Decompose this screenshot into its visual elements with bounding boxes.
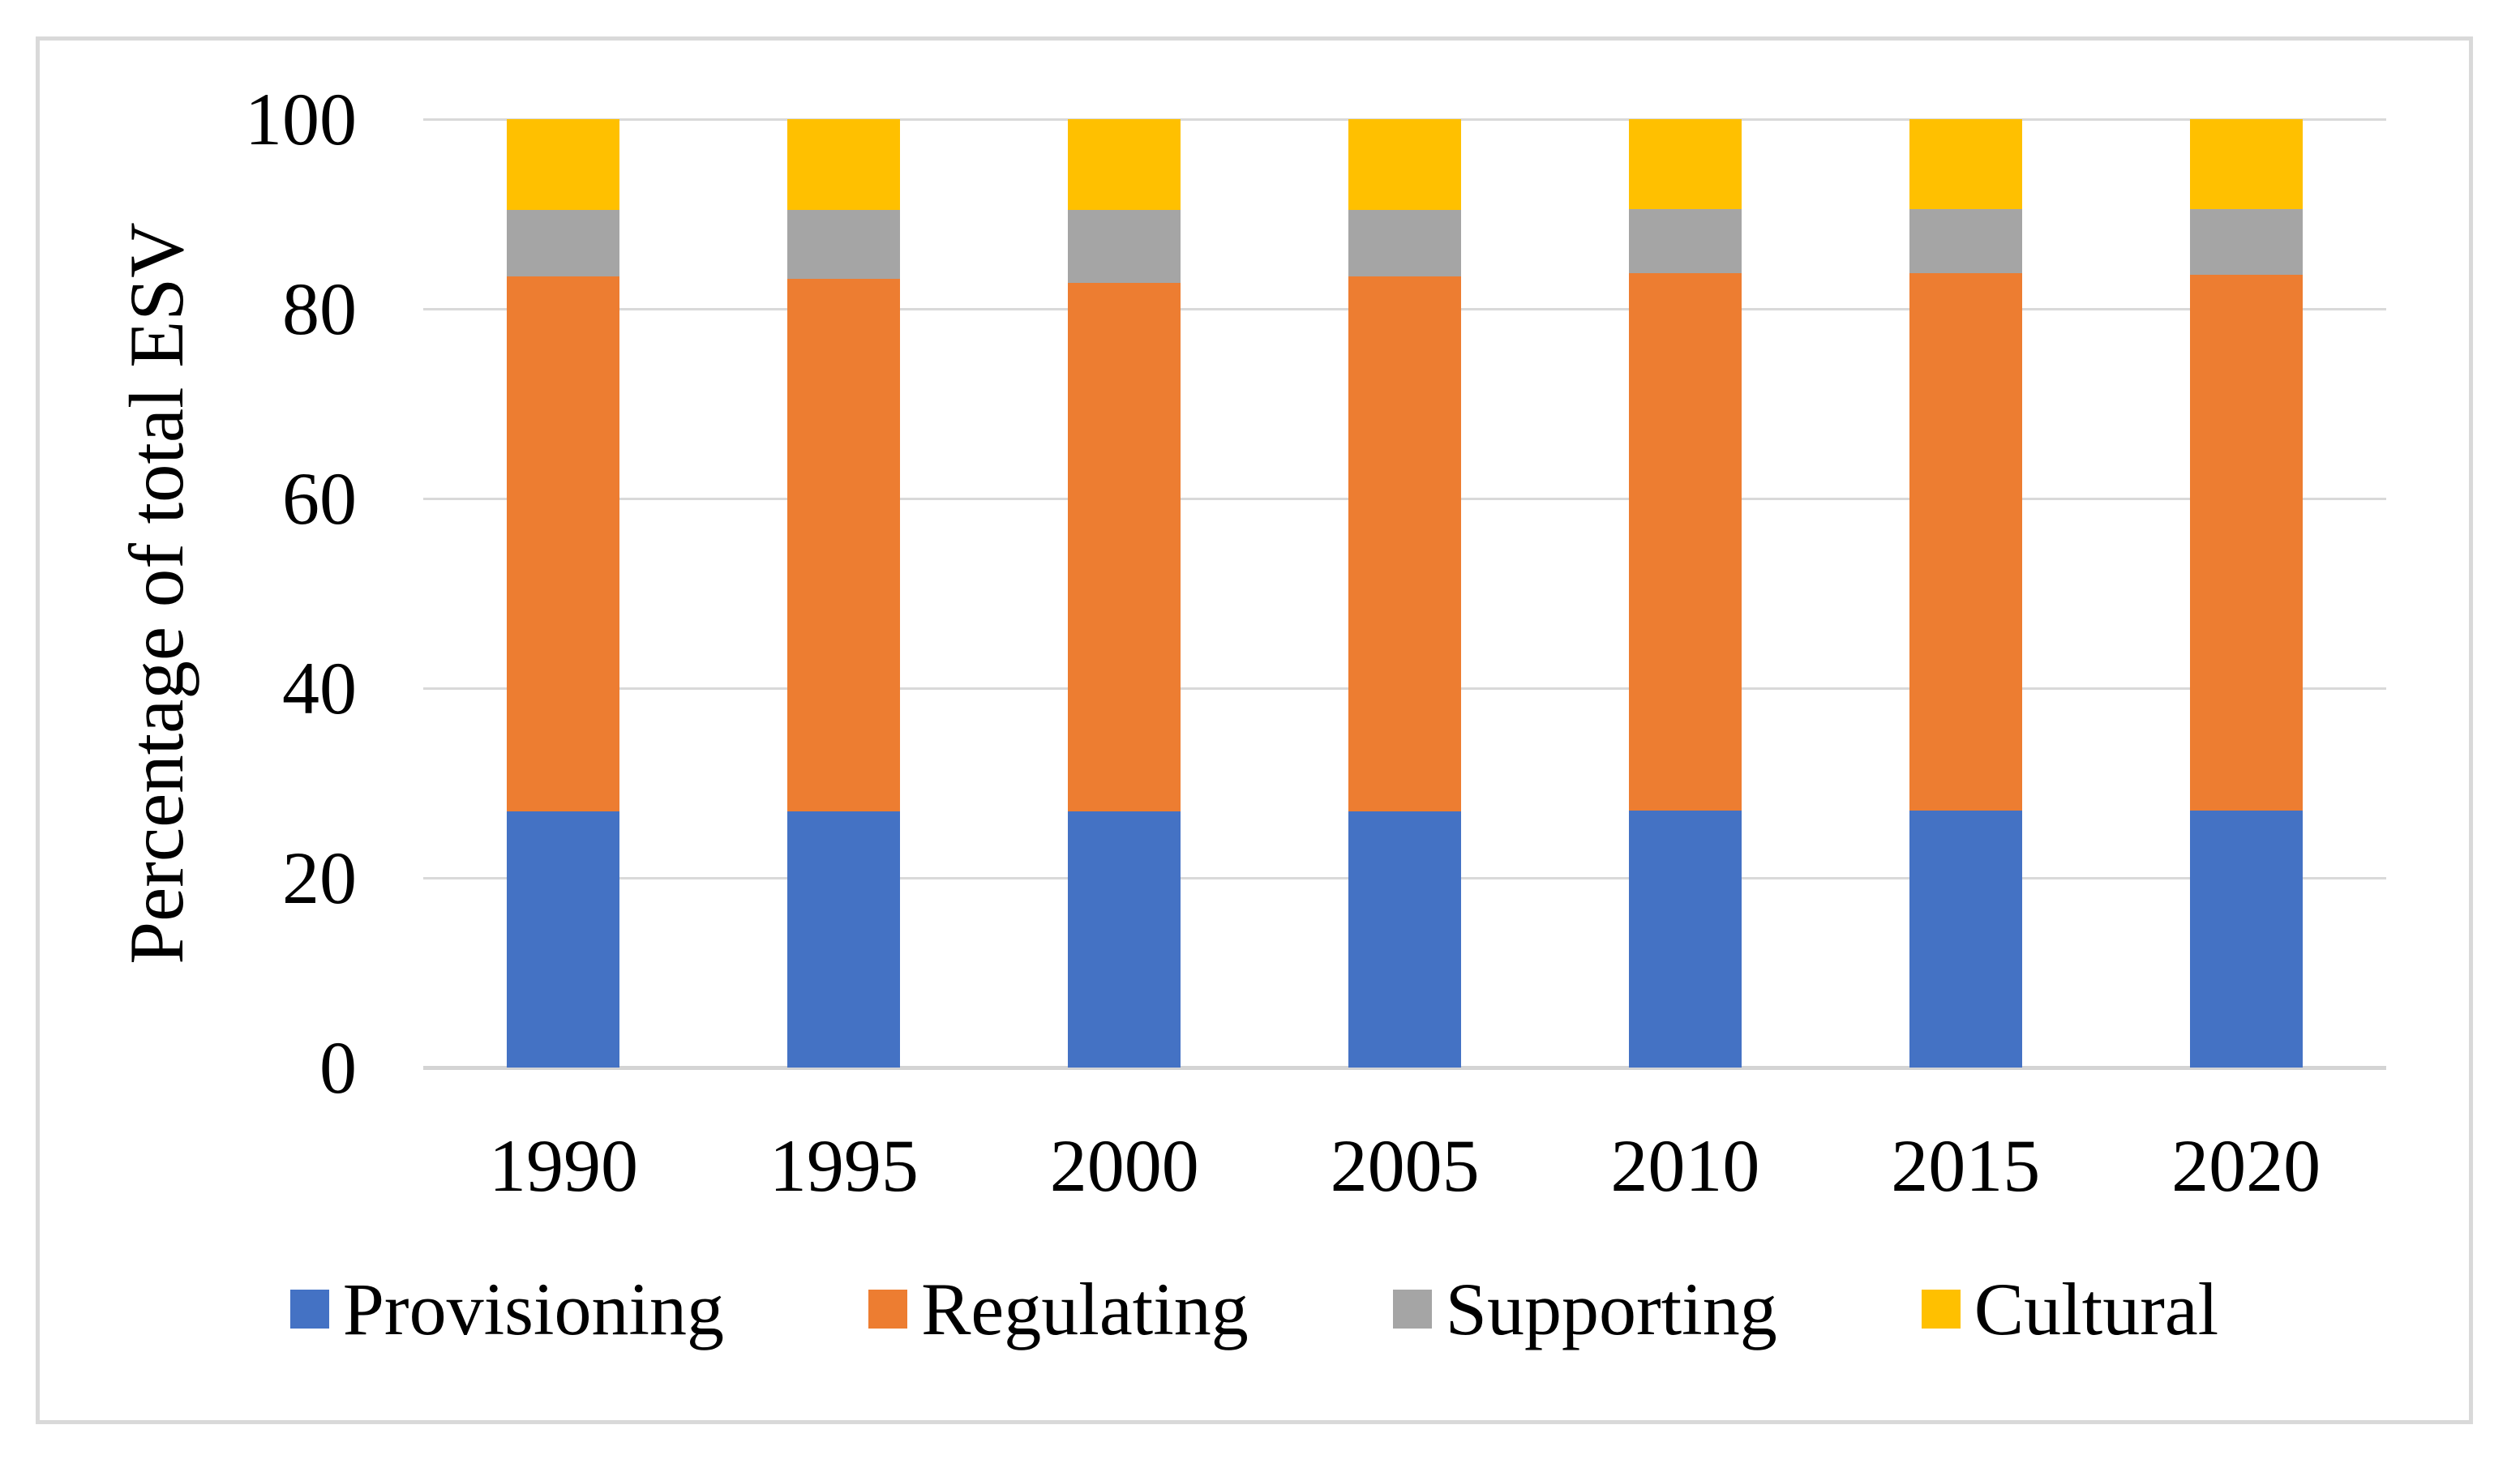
chart-frame xyxy=(36,36,2473,1424)
y-tick-label: 40 xyxy=(282,647,357,730)
legend-item-cultural: Cultural xyxy=(1921,1268,2219,1350)
bar-2005 xyxy=(1348,119,1461,1068)
bar-segment-regulating xyxy=(1068,283,1181,812)
x-tick-label: 1990 xyxy=(489,1124,638,1207)
legend-label: Provisioning xyxy=(342,1268,725,1350)
bar-segment-supporting xyxy=(787,210,901,279)
bar-2020 xyxy=(2189,119,2303,1068)
bar-segment-cultural xyxy=(1348,119,1461,211)
bar-segment-provisioning xyxy=(1348,811,1461,1068)
legend-item-regulating: Regulating xyxy=(868,1269,1249,1350)
x-tick-label: 2015 xyxy=(1891,1124,2041,1207)
bar-segment-supporting xyxy=(1628,209,1742,273)
bar-segment-cultural xyxy=(1909,119,2022,210)
bar-2015 xyxy=(1909,119,2022,1068)
legend-swatch-icon xyxy=(1921,1290,1961,1329)
gridline xyxy=(423,1066,2386,1070)
x-tick-label: 1995 xyxy=(769,1124,919,1207)
y-tick-label: 60 xyxy=(282,457,357,540)
bar-segment-cultural xyxy=(1068,119,1181,211)
bar-1995 xyxy=(787,119,901,1068)
y-tick-label: 100 xyxy=(245,78,357,160)
bar-segment-supporting xyxy=(1348,210,1461,277)
bar-segment-cultural xyxy=(507,119,620,211)
bar-segment-provisioning xyxy=(1628,810,1742,1068)
legend-swatch-icon xyxy=(289,1290,329,1329)
bar-segment-regulating xyxy=(787,278,901,812)
bar-segment-regulating xyxy=(1628,272,1742,811)
bar-segment-supporting xyxy=(1068,210,1181,284)
legend-label: Cultural xyxy=(1974,1268,2219,1350)
bar-segment-supporting xyxy=(507,210,620,277)
bar-1990 xyxy=(507,119,620,1068)
legend-item-provisioning: Provisioning xyxy=(289,1268,725,1350)
legend-swatch-icon xyxy=(868,1290,908,1329)
legend-swatch-icon xyxy=(1392,1290,1432,1329)
bar-segment-regulating xyxy=(1348,276,1461,812)
bar-2010 xyxy=(1628,119,1742,1068)
legend-label: Supporting xyxy=(1445,1268,1777,1350)
y-tick-label: 0 xyxy=(319,1026,357,1109)
y-tick-label: 20 xyxy=(282,837,357,919)
bar-segment-supporting xyxy=(2189,209,2303,275)
bar-segment-provisioning xyxy=(1909,810,2022,1068)
bar-segment-provisioning xyxy=(787,811,901,1068)
bar-segment-cultural xyxy=(1628,119,1742,210)
x-tick-label: 2005 xyxy=(1330,1124,1480,1207)
bar-segment-cultural xyxy=(787,119,901,211)
legend: Provisioning Regulating Supporting Cultural xyxy=(36,1252,2473,1366)
bar-segment-supporting xyxy=(1909,209,2022,273)
legend-label: Regulating xyxy=(921,1268,1249,1350)
y-tick-label: 80 xyxy=(282,267,357,350)
bar-segment-cultural xyxy=(2189,119,2303,210)
x-tick-label: 2010 xyxy=(1610,1124,1760,1207)
bar-segment-regulating xyxy=(1909,272,2022,811)
bar-2000 xyxy=(1068,119,1181,1068)
x-tick-label: 2000 xyxy=(1049,1124,1199,1207)
bar-segment-provisioning xyxy=(507,811,620,1068)
bar-segment-regulating xyxy=(2189,274,2303,811)
bar-segment-regulating xyxy=(507,276,620,812)
legend-item-supporting: Supporting xyxy=(1392,1268,1777,1350)
bar-segment-provisioning xyxy=(2189,810,2303,1068)
x-tick-label: 2020 xyxy=(2171,1124,2321,1207)
bar-segment-provisioning xyxy=(1068,811,1181,1068)
